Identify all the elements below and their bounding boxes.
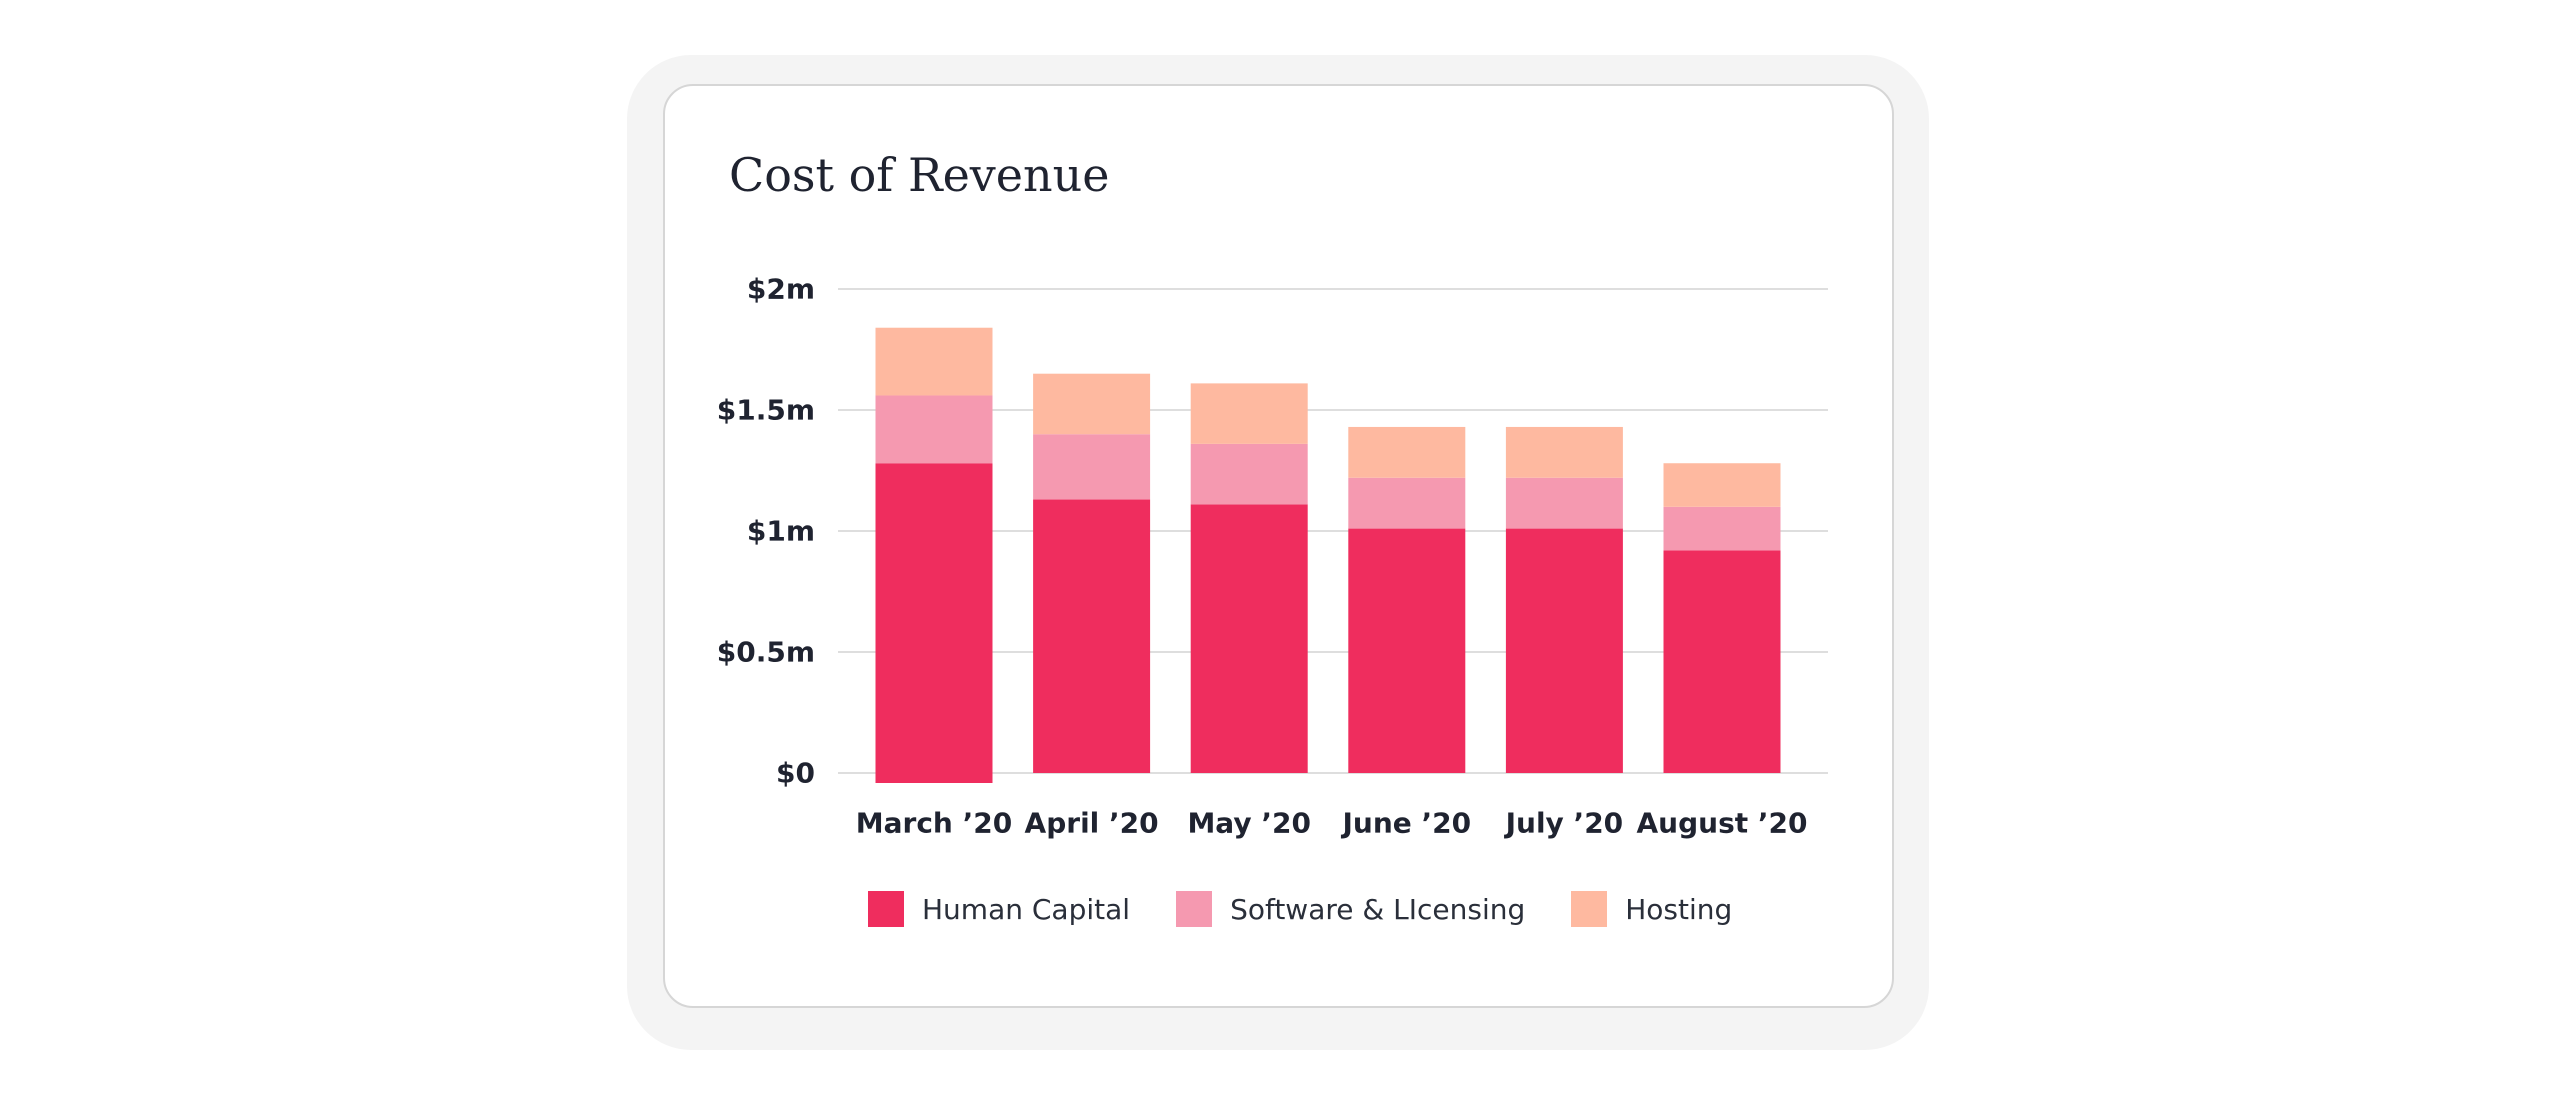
legend-label: Software & LIcensing [1230, 892, 1526, 926]
x-tick-label: March ’20 [856, 807, 1012, 840]
bar-human-capital-2 [1190, 504, 1308, 773]
legend-swatch [1571, 891, 1608, 927]
y-tick-label: $1.5m [717, 394, 815, 427]
bar-hosting-4 [1505, 426, 1623, 478]
y-axis: $0 $0.5m $1m $1.5m $2m [717, 273, 815, 790]
bar-human-capital-1 [1033, 499, 1151, 773]
x-tick-label: May ’20 [1187, 807, 1311, 840]
y-tick-label: $1m [747, 515, 815, 548]
x-tick-label: June ’20 [1340, 807, 1471, 840]
bar-human-capital-3 [1348, 528, 1466, 773]
legend-swatch [868, 891, 904, 927]
x-axis: March ’20 April ’20 May ’20 June ’20 July ’2… [856, 807, 1808, 840]
bar-hosting-3 [1348, 426, 1466, 478]
bar-software-licensing-1 [1033, 434, 1151, 500]
bar-human-capital-5 [1663, 550, 1781, 773]
bar-human-capital-0 [875, 463, 993, 783]
bar-hosting-5 [1663, 463, 1781, 507]
bar-software-licensing-5 [1663, 506, 1781, 551]
legend: Human Capital Software & LIcensing Hosting [868, 891, 1732, 927]
y-tick-label: $2m [747, 273, 815, 306]
bar-software-licensing-0 [875, 395, 993, 464]
x-tick-label: August ’20 [1637, 807, 1808, 840]
legend-item: Software & LIcensing [1176, 891, 1525, 927]
bar-software-licensing-4 [1505, 477, 1623, 529]
legend-label: Hosting [1625, 892, 1733, 926]
bar-software-licensing-3 [1348, 477, 1466, 529]
bar-hosting-0 [875, 327, 993, 396]
x-tick-label: April ’20 [1025, 807, 1159, 840]
bar-software-licensing-2 [1190, 443, 1308, 505]
x-tick-label: July ’20 [1504, 807, 1624, 840]
bars [875, 327, 1781, 783]
legend-item: Human Capital [868, 891, 1130, 927]
bar-human-capital-4 [1505, 528, 1623, 773]
y-tick-label: $0.5m [717, 636, 815, 669]
gridlines [838, 288, 1828, 774]
bar-hosting-1 [1033, 373, 1151, 435]
chart-title: Cost of Revenue [729, 148, 1110, 202]
legend-swatch [1176, 891, 1213, 927]
legend-item: Hosting [1571, 891, 1732, 927]
y-tick-label: $0 [776, 757, 815, 790]
legend-label: Human Capital [922, 892, 1131, 926]
bar-hosting-2 [1190, 383, 1308, 444]
